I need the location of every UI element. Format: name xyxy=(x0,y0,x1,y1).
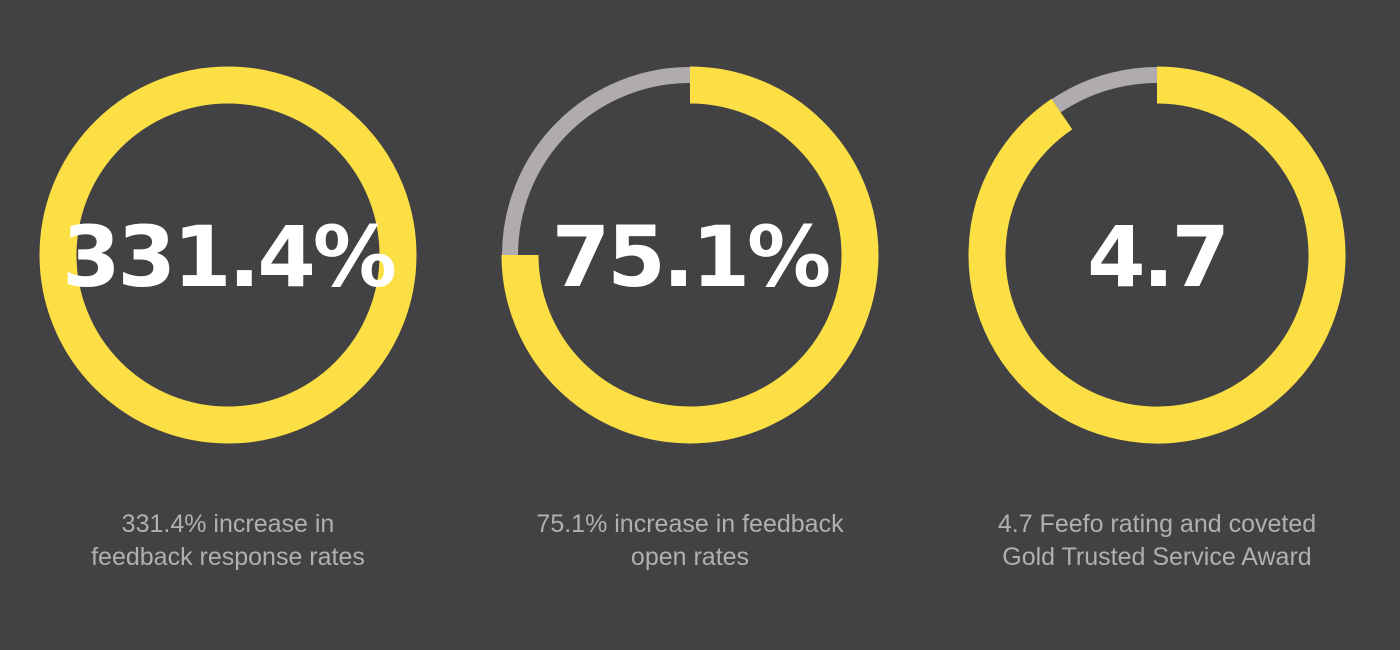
stat-feefo-rating: 4.7 4.7 Feefo rating and coveted Gold Tr… xyxy=(927,0,1387,650)
stat-response-rate: 331.4% 331.4% increase in feedback respo… xyxy=(0,0,458,650)
stat-caption: 331.4% increase in feedback response rat… xyxy=(91,510,365,571)
stat-value: 4.7 xyxy=(1087,208,1230,306)
stat-caption: 4.7 Feefo rating and coveted Gold Truste… xyxy=(997,510,1317,571)
progress-ring-75 xyxy=(501,66,879,444)
stat-value: 331.4% xyxy=(62,208,397,306)
stat-caption: 75.1% increase in feedback open rates xyxy=(536,510,844,571)
stat-open-rate: 75.1% 75.1% increase in feedback open ra… xyxy=(460,0,920,650)
stat-value: 75.1% xyxy=(551,208,831,306)
progress-ring-full xyxy=(39,66,417,444)
progress-ring-94 xyxy=(968,66,1346,444)
